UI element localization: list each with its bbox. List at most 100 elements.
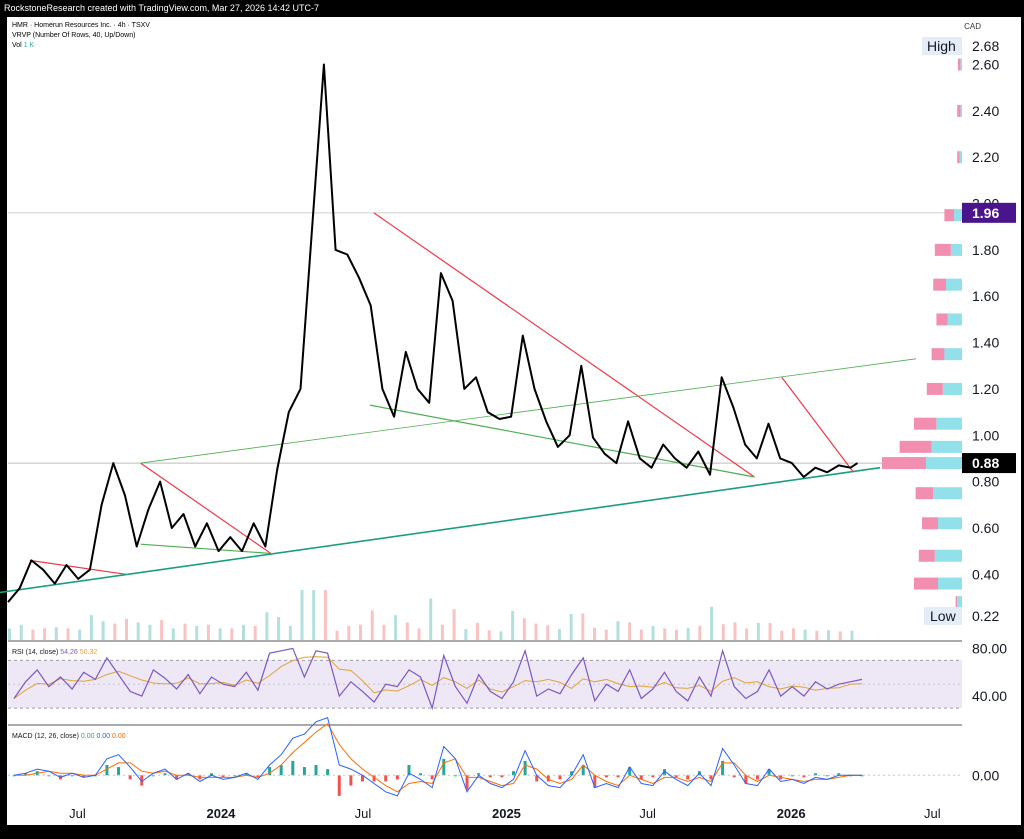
macd-histogram-bar — [709, 775, 713, 780]
volume-bar — [183, 623, 187, 640]
macd-histogram-bar — [790, 775, 794, 777]
macd-label: MACD (12, 26, close) — [12, 733, 81, 740]
marker-tag-bg — [962, 202, 1016, 223]
marker-tag: 1.96 — [972, 205, 999, 221]
y-tick-label: 0.80 — [972, 474, 999, 490]
volume-bar — [616, 621, 620, 640]
vp-up-bar — [931, 440, 962, 453]
rsi-legend: RSI (14, close) 54.26 50.32 — [12, 649, 97, 656]
indicator-panes: RSI (14, close) 54.26 50.32 80.00 40.00 MAC… — [8, 640, 1007, 797]
y-tick-label: 0.40 — [972, 566, 999, 582]
vp-up-bar — [947, 313, 962, 326]
current-price-tag: 0.88 — [972, 455, 999, 471]
vp-up-bar — [959, 151, 962, 164]
macd-histogram-bar — [209, 773, 213, 776]
macd-histogram-bar — [604, 775, 608, 778]
macd-histogram-bar — [442, 758, 446, 776]
trendline-red — [29, 559, 126, 575]
volume-bar — [405, 622, 409, 640]
volume-bar — [277, 617, 281, 640]
vp-up-bar — [926, 457, 962, 470]
volume-bar — [850, 630, 854, 640]
volume-bar — [242, 624, 246, 640]
macd-histogram-bar — [407, 765, 411, 776]
volume-profile — [882, 58, 962, 609]
chart-credit: RockstoneResearch created with TradingVi… — [4, 3, 319, 13]
macd-histogram-bar — [70, 775, 74, 777]
macd-histogram-bar — [558, 775, 562, 780]
volume-bar — [218, 628, 222, 640]
trendline-red — [140, 462, 272, 554]
volume-bar — [827, 630, 831, 640]
macd-histogram-bar — [117, 767, 121, 776]
volume-bar — [78, 629, 82, 640]
low-label: Low — [930, 608, 957, 624]
current-price-tag-bg — [962, 453, 1016, 474]
volume-bar — [288, 626, 292, 640]
macd-line — [13, 716, 862, 797]
macd-histogram-bar — [268, 767, 272, 776]
volume-bar — [43, 628, 47, 640]
volume-bar — [803, 629, 807, 640]
macd-histogram-bar — [488, 775, 492, 778]
y-tick-label: 1.20 — [972, 381, 999, 397]
volume-bar — [569, 614, 573, 640]
legend-symbol-line[interactable]: HMR · Homerun Resources Inc. · 4h · TSXV — [12, 22, 150, 29]
macd-histogram-bar — [163, 773, 167, 776]
vp-down-bar — [958, 58, 961, 71]
macd-histogram-bar — [244, 773, 248, 776]
volume-bar — [347, 626, 351, 640]
x-tick-label: Jul — [639, 806, 656, 821]
macd-histogram-bar — [465, 775, 469, 790]
vp-up-bar — [936, 417, 962, 430]
volume-bar — [19, 624, 23, 640]
volume-bar — [265, 612, 269, 640]
trendline-red — [781, 376, 855, 473]
x-tick-label: 2024 — [206, 806, 236, 821]
volume-bar — [815, 630, 819, 640]
volume-bar — [370, 610, 374, 640]
volume-bar — [300, 590, 304, 640]
volume-bar — [253, 626, 257, 640]
legend-vrvp-line[interactable]: VRVP (Number Of Rows, 40, Up/Down) — [12, 32, 136, 39]
volume-bar — [581, 613, 585, 640]
vp-down-bar — [933, 278, 946, 291]
vp-down-bar — [957, 151, 960, 164]
vp-down-bar — [934, 243, 951, 256]
volume-bar — [429, 598, 433, 640]
y-tick-label: 0.60 — [972, 520, 999, 536]
trendline-teal — [0, 466, 881, 594]
macd-histogram-bar — [314, 765, 318, 776]
vp-up-bar — [934, 549, 962, 562]
macd-histogram-bar — [302, 767, 306, 776]
volume-bar — [230, 628, 234, 640]
volume-bar — [663, 628, 667, 640]
rsi-tick-80: 80.00 — [972, 640, 1007, 656]
macd-histogram-bar — [651, 775, 655, 778]
legend-volume-line[interactable]: Vol 1 K — [12, 42, 34, 49]
price-line-group — [7, 63, 859, 603]
volume-bar — [745, 628, 749, 640]
macd-histogram-bar — [546, 775, 550, 782]
volume-bar — [674, 629, 678, 640]
vp-down-bar — [914, 577, 938, 590]
trendline-green_thin — [140, 358, 917, 464]
macd-histogram-bar — [453, 775, 457, 777]
volume-bar — [698, 626, 702, 640]
vp-up-bar — [960, 58, 962, 71]
y-tick-label: 1.80 — [972, 242, 999, 258]
volume-bar — [54, 627, 58, 640]
volume-bar — [464, 629, 468, 640]
vp-up-bar — [960, 104, 962, 117]
volume-bar — [604, 629, 608, 640]
volume-bar — [780, 630, 784, 640]
price-tags: High 2.68 Low 0.22 1.96 0.88 — [922, 37, 1016, 625]
macd-value: 0.00 — [81, 733, 97, 740]
macd-histogram-bar — [360, 775, 364, 782]
vp-up-bar — [942, 382, 962, 395]
x-tick-label: Jul — [69, 806, 86, 821]
macd-histogram-bar — [279, 765, 283, 776]
macd-histogram-bar — [326, 769, 330, 776]
volume-bar — [66, 628, 70, 640]
